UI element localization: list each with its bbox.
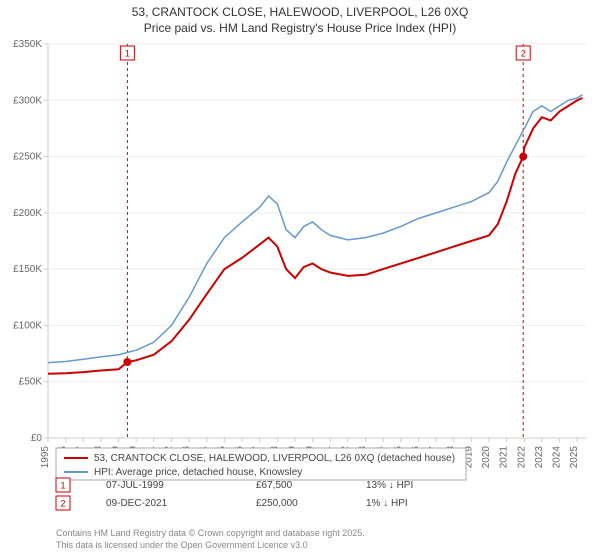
x-tick-label: 2020 <box>481 446 492 469</box>
x-tick-label: 2023 <box>534 446 545 469</box>
y-tick-label: £300K <box>13 95 42 106</box>
y-tick-label: £200K <box>13 208 42 219</box>
marker-table-date: 09-DEC-2021 <box>106 498 168 509</box>
x-tick-label: 2025 <box>569 446 580 469</box>
footer-line2: This data is licensed under the Open Gov… <box>56 540 308 550</box>
chart-svg: 53, CRANTOCK CLOSE, HALEWOOD, LIVERPOOL,… <box>0 0 600 560</box>
y-tick-label: £150K <box>13 264 42 275</box>
footer-line1: Contains HM Land Registry data © Crown c… <box>56 528 365 538</box>
legend-label: 53, CRANTOCK CLOSE, HALEWOOD, LIVERPOOL,… <box>94 453 455 464</box>
y-tick-label: £100K <box>13 320 42 331</box>
marker-table-price: £67,500 <box>256 480 293 491</box>
marker-table-num: 1 <box>60 481 65 491</box>
marker-table-num: 2 <box>60 499 65 509</box>
x-tick-label: 1995 <box>40 446 51 469</box>
marker-number: 1 <box>125 49 130 59</box>
marker-number: 2 <box>521 49 526 59</box>
chart-container: 53, CRANTOCK CLOSE, HALEWOOD, LIVERPOOL,… <box>0 0 600 560</box>
marker-table-date: 07-JUL-1999 <box>106 480 164 491</box>
y-tick-label: £0 <box>31 433 43 444</box>
marker-table-change: 13% ↓ HPI <box>366 480 413 491</box>
marker-table-price: £250,000 <box>256 498 298 509</box>
chart-title-line1: 53, CRANTOCK CLOSE, HALEWOOD, LIVERPOOL,… <box>132 5 469 19</box>
legend-label: HPI: Average price, detached house, Know… <box>94 467 302 478</box>
x-tick-label: 2024 <box>552 446 563 469</box>
chart-title-line2: Price paid vs. HM Land Registry's House … <box>144 21 456 35</box>
y-tick-label: £350K <box>13 39 42 50</box>
y-tick-label: £50K <box>19 377 43 388</box>
x-tick-label: 2022 <box>516 446 527 469</box>
marker-table-change: 1% ↓ HPI <box>366 498 408 509</box>
y-tick-label: £250K <box>13 152 42 163</box>
x-tick-label: 2021 <box>499 446 510 469</box>
